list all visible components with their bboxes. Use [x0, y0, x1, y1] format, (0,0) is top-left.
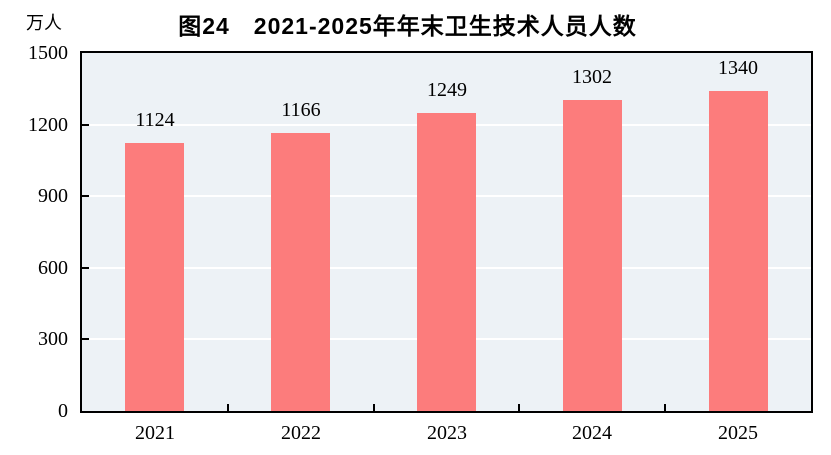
y-axis-tick-900 — [82, 195, 89, 198]
bar-2021 — [125, 143, 184, 411]
x-tick-label-2022: 2022 — [281, 422, 321, 444]
x-axis-tick-1 — [227, 404, 229, 411]
x-tick-label-2021: 2021 — [135, 422, 175, 444]
y-tick-label-0: 0 — [58, 400, 68, 422]
y-axis-tick-1200 — [82, 123, 89, 126]
x-axis-tick-2 — [373, 404, 375, 411]
bar-2022 — [271, 133, 330, 411]
bar-2023 — [417, 113, 476, 411]
y-tick-label-300: 300 — [38, 328, 68, 351]
y-tick-label-600: 600 — [38, 256, 68, 279]
bar-2024 — [563, 100, 622, 411]
bar-value-label-2022: 1166 — [281, 99, 321, 121]
chart-title: 图24 2021-2025年年末卫生技术人员人数 — [178, 13, 637, 39]
bar-value-label-2023: 1249 — [427, 79, 467, 101]
plot-area: 1124 1166 1249 1302 1340 — [80, 51, 813, 413]
x-tick-label-2025: 2025 — [718, 422, 758, 444]
y-axis-unit-label: 万人 — [26, 13, 62, 33]
y-tick-label-900: 900 — [38, 185, 68, 208]
x-tick-label-2024: 2024 — [572, 422, 612, 444]
y-tick-label-1200: 1200 — [28, 113, 68, 136]
bar-value-label-2021: 1124 — [135, 109, 175, 131]
x-axis-tick-3 — [518, 404, 520, 411]
y-axis-tick-300 — [82, 338, 89, 341]
bar-value-label-2025: 1340 — [718, 57, 758, 79]
bar-2025 — [709, 91, 768, 411]
x-tick-label-2023: 2023 — [427, 422, 467, 444]
bar-value-label-2024: 1302 — [572, 66, 612, 88]
x-axis-tick-4 — [664, 404, 666, 411]
y-axis-tick-600 — [82, 266, 89, 269]
y-tick-label-1500: 1500 — [28, 42, 68, 64]
